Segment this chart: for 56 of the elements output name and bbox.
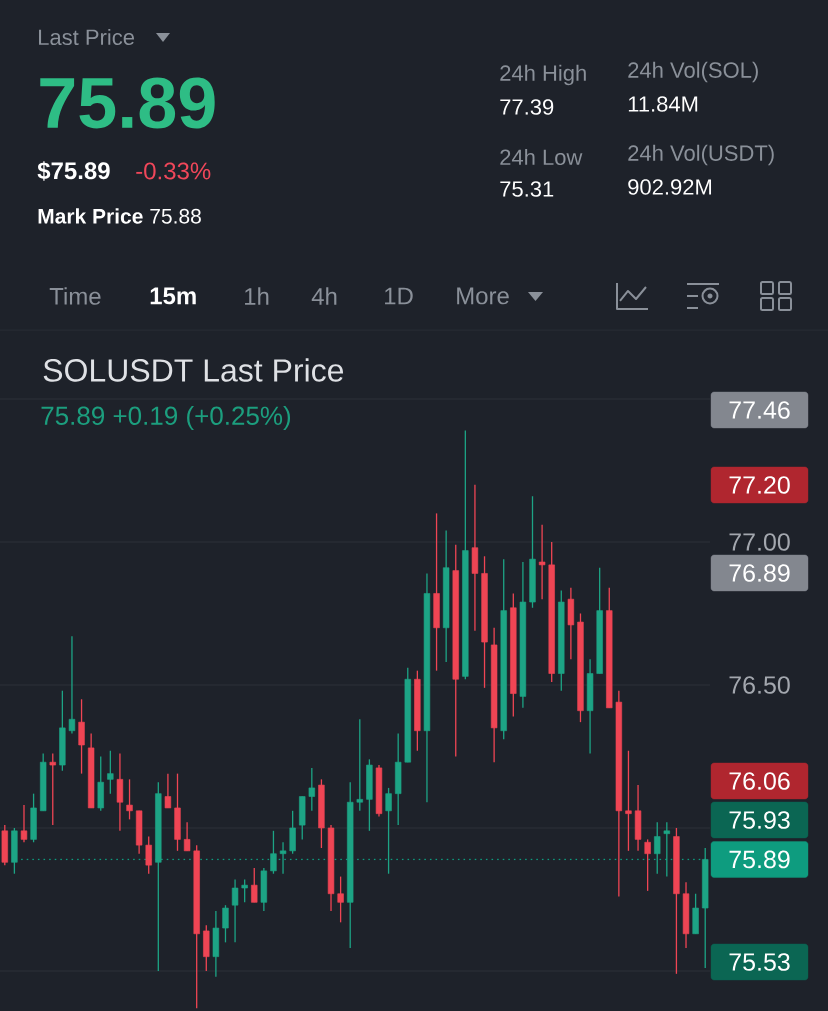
candlestick: [625, 750, 632, 852]
candlestick: [663, 821, 671, 878]
text: Last Price: [39, 28, 135, 46]
text: 77.20: [729, 476, 790, 494]
text: 11.84M: [628, 96, 698, 112]
candlestick: [49, 752, 56, 826]
text: 1h: [245, 287, 269, 305]
text: 24h High: [500, 64, 586, 86]
y-tick-label: 77.00: [729, 533, 790, 551]
text: 75.53: [729, 953, 790, 971]
candlestick: [20, 804, 28, 843]
candlestick: [145, 835, 152, 875]
text: -0.33%: [136, 162, 211, 180]
candlestick: [183, 821, 191, 852]
candlestick: [644, 838, 651, 892]
text: 4h: [311, 287, 337, 305]
candlestick: [289, 810, 296, 855]
text: Mark Price 75.88: [38, 208, 201, 224]
candlestick: [68, 635, 76, 735]
text: 15m: [150, 287, 196, 305]
candlestick: [116, 752, 124, 832]
candlestick: [231, 878, 239, 944]
candlestick: [270, 830, 277, 875]
candlestick: [385, 787, 392, 875]
chart-subtitle: 75.89 +0.19 (+0.25%): [41, 405, 291, 431]
candlestick: [251, 867, 258, 903]
candlestick: [222, 904, 229, 944]
candlestick: [107, 750, 114, 795]
candlestick: [78, 698, 85, 775]
text: Time: [49, 287, 101, 305]
candlestick: [164, 772, 172, 809]
candlestick: [241, 878, 248, 903]
text: 76.06: [729, 772, 790, 790]
candlestick: [356, 718, 363, 812]
candlestick: [337, 875, 344, 923]
text: 77.46: [729, 401, 790, 419]
text: 75.89: [40, 77, 215, 129]
ref-line-label: 75.89: [729, 850, 790, 869]
text: 24h Vol(SOL): [628, 61, 758, 83]
text: 1D: [385, 287, 413, 305]
text: 76.89: [729, 564, 790, 582]
text: 77.39: [500, 99, 554, 115]
text: 24h Low: [500, 148, 583, 166]
candlestick: [654, 821, 661, 875]
candlestick: [308, 767, 316, 812]
text: 24h Vol(USDT): [628, 144, 774, 166]
text: More: [457, 287, 509, 305]
text: 902.92M: [628, 179, 712, 195]
candlestick: [279, 841, 287, 875]
chart-title: SOLUSDT Last Price: [43, 358, 344, 382]
text: 75.93: [729, 811, 790, 829]
y-tick-label: 76.50: [729, 676, 790, 694]
candlestick: [126, 778, 133, 821]
text: 75.31: [500, 181, 554, 197]
text: $75.89: [37, 161, 110, 181]
candlestick: [538, 524, 546, 600]
